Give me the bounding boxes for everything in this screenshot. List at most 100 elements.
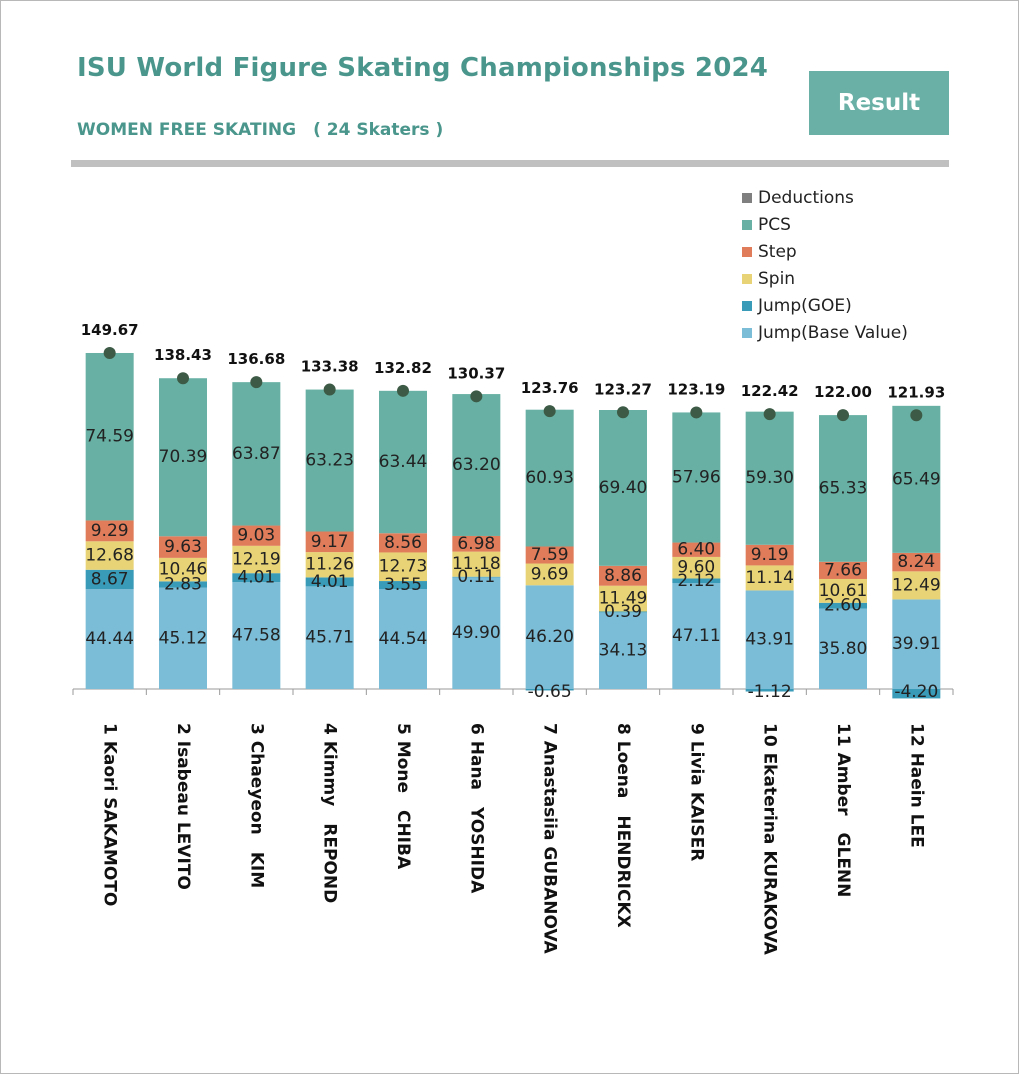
bar-segment-jump-goe bbox=[452, 576, 501, 578]
data-label-jump-goe: 2.12 bbox=[677, 571, 715, 591]
total-marker bbox=[690, 406, 703, 419]
total-label: 130.37 bbox=[447, 364, 505, 382]
bar-segment-step bbox=[745, 544, 794, 566]
bar-segment-jump-base-value bbox=[452, 576, 501, 689]
legend-label-deductions: Deductions bbox=[758, 188, 854, 208]
bar-segment-jump-goe bbox=[305, 577, 354, 587]
bar-segment-jump-base-value bbox=[599, 612, 647, 689]
data-label-step: 9.19 bbox=[751, 545, 789, 565]
bar-segment-spin bbox=[452, 551, 501, 577]
total-label: 132.82 bbox=[374, 359, 432, 377]
bar-segment-jump-goe bbox=[85, 569, 134, 590]
bar-segment-step bbox=[892, 552, 941, 572]
data-label-step: 6.98 bbox=[457, 534, 495, 554]
data-label-pcs: 65.33 bbox=[819, 478, 868, 498]
chart-title: ISU World Figure Skating Championships 2… bbox=[77, 53, 769, 83]
category-label: 1 Kaori SAKAMOTO bbox=[100, 723, 120, 906]
bar-segment-pcs bbox=[452, 394, 501, 536]
data-label-spin: 9.69 bbox=[531, 564, 569, 584]
category-label: 12 Haein LEE bbox=[906, 723, 926, 848]
data-label-spin: 12.19 bbox=[232, 549, 281, 569]
data-label-jump-base-value: 49.90 bbox=[452, 623, 501, 643]
data-label-jump-goe: 0.39 bbox=[604, 602, 642, 622]
bar-segment-pcs bbox=[525, 409, 574, 547]
data-label-pcs: 63.23 bbox=[305, 451, 354, 471]
bar-segment-jump-goe bbox=[379, 581, 427, 590]
total-label: 123.76 bbox=[521, 379, 579, 397]
category-label: 2 Isabeau LEVITO bbox=[173, 723, 193, 890]
legend-label-jump-base-value: Jump(Base Value) bbox=[757, 323, 908, 343]
total-marker bbox=[177, 372, 189, 385]
total-label: 133.38 bbox=[301, 358, 359, 376]
legend-swatch-jump-base-value bbox=[742, 328, 752, 338]
data-label-jump-goe: 2.60 bbox=[824, 596, 862, 616]
data-label-jump-base-value: 39.91 bbox=[892, 634, 941, 654]
data-label-spin: 10.61 bbox=[819, 581, 868, 601]
data-label-pcs: 63.20 bbox=[452, 455, 501, 475]
data-label-jump-goe: 0.11 bbox=[457, 567, 495, 587]
bar-segment-pcs bbox=[85, 352, 134, 521]
data-label-jump-base-value: 43.91 bbox=[745, 630, 794, 650]
bar-segment-step bbox=[819, 561, 867, 579]
bar-segment-spin bbox=[159, 557, 207, 582]
total-marker bbox=[470, 390, 483, 403]
total-marker bbox=[910, 409, 923, 422]
bar-segment-jump-goe bbox=[159, 581, 207, 588]
bar-segment-pcs bbox=[892, 405, 941, 553]
bar-segment-step bbox=[672, 542, 721, 557]
data-label-jump-base-value: 45.71 bbox=[305, 628, 354, 648]
data-label-jump-goe: 8.67 bbox=[91, 570, 129, 590]
category-label: 4 Kimmy REPOND bbox=[320, 723, 340, 903]
total-label: 138.43 bbox=[154, 346, 212, 364]
data-label-step: 7.59 bbox=[531, 545, 569, 565]
bar-segment-spin bbox=[525, 563, 574, 586]
total-label: 122.42 bbox=[741, 382, 799, 400]
event-subtitle: WOMEN FREE SKATING ( 24 Skaters ) bbox=[77, 120, 444, 140]
bar-segment-pcs bbox=[672, 412, 721, 543]
data-label-spin: 11.49 bbox=[599, 589, 648, 609]
data-label-spin: 10.46 bbox=[159, 560, 208, 580]
bar-segment-pcs bbox=[305, 389, 354, 532]
bar-segment-pcs bbox=[159, 378, 207, 537]
bar-segment-step bbox=[232, 525, 281, 546]
total-marker bbox=[103, 346, 116, 359]
data-label-jump-base-value: 47.58 bbox=[232, 626, 281, 646]
legend-swatch-deductions bbox=[742, 193, 752, 203]
data-label-spin: 12.73 bbox=[379, 557, 428, 577]
bar-segment-step bbox=[159, 536, 207, 558]
total-label: 122.00 bbox=[814, 383, 872, 401]
data-label-jump-base-value: 45.12 bbox=[159, 628, 208, 648]
data-label-jump-base-value: 44.54 bbox=[379, 629, 428, 649]
bar-segment-jump-goe bbox=[892, 689, 941, 699]
bar-segment-step bbox=[305, 531, 354, 553]
data-label-pcs: 59.30 bbox=[745, 468, 794, 488]
data-label-spin: 12.49 bbox=[892, 575, 941, 595]
bar-segment-jump-goe bbox=[232, 573, 281, 583]
bar-segment-jump-goe bbox=[819, 602, 867, 609]
category-label: 11 Amber GLENN bbox=[833, 723, 853, 897]
category-label: 3 Chaeyeon KIM bbox=[246, 723, 266, 888]
data-label-pcs: 69.40 bbox=[599, 478, 648, 498]
total-marker bbox=[543, 405, 556, 418]
bar-segment-jump-base-value bbox=[379, 589, 427, 689]
bar-segment-jump-base-value bbox=[305, 586, 354, 689]
category-label: 9 Livia KAISER bbox=[686, 723, 706, 861]
data-label-jump-base-value: 44.44 bbox=[85, 629, 134, 649]
data-label-step: 9.03 bbox=[237, 526, 275, 546]
data-label-pcs: 63.87 bbox=[232, 444, 281, 464]
legend-swatch-jump-goe bbox=[742, 301, 752, 311]
bar-segment-step bbox=[85, 520, 134, 542]
category-label: 10 Ekaterina KURAKOVA bbox=[760, 723, 780, 956]
bar-segment-jump-goe bbox=[525, 689, 574, 691]
data-label-spin: 12.68 bbox=[85, 546, 134, 566]
bar-segment-spin bbox=[85, 541, 134, 570]
bar-segment-pcs bbox=[745, 411, 794, 545]
data-label-jump-goe: 3.55 bbox=[384, 575, 422, 595]
bar-segment-jump-base-value bbox=[159, 587, 207, 689]
bar-segment-step bbox=[599, 565, 647, 586]
data-label-jump-base-value: 46.20 bbox=[525, 627, 574, 647]
total-marker bbox=[837, 409, 849, 422]
data-label-spin: 11.14 bbox=[745, 568, 794, 588]
bar-segment-spin bbox=[892, 571, 941, 600]
